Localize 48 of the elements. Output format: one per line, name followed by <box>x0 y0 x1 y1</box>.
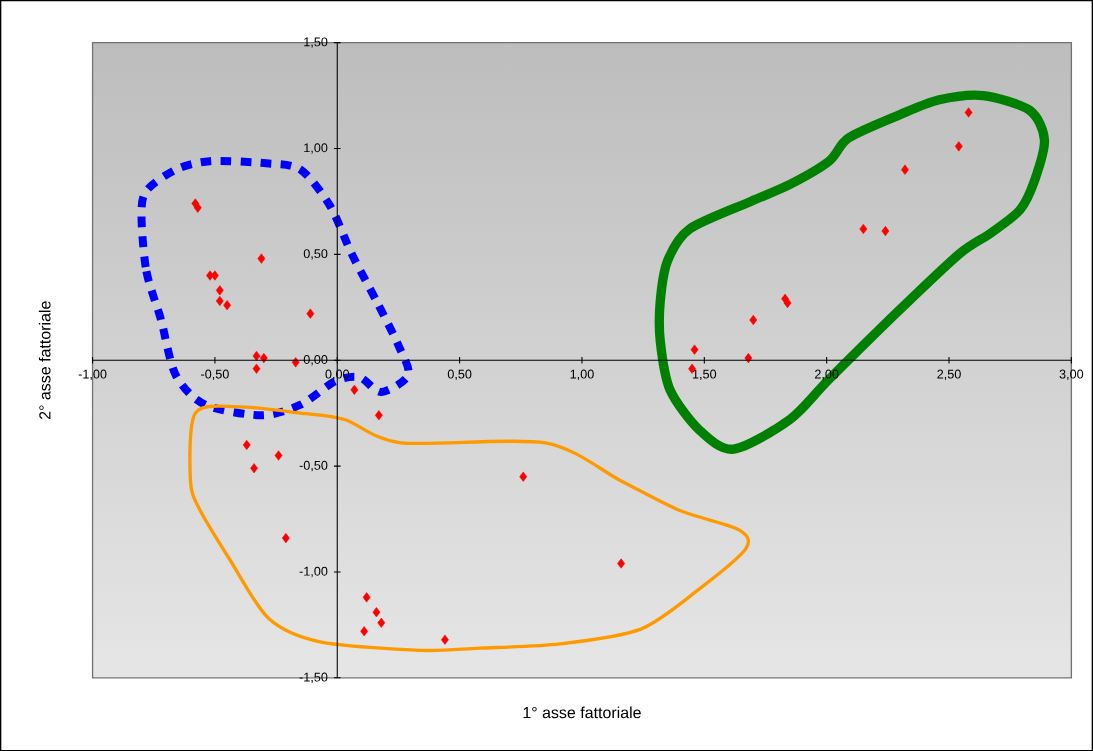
x-tick-label: 3,00 <box>1059 369 1084 380</box>
point <box>282 532 290 543</box>
x-tick-label: -0,50 <box>201 369 229 380</box>
y-tick-label: -1,00 <box>299 566 328 577</box>
point <box>223 299 232 311</box>
point <box>749 314 758 325</box>
point <box>519 471 528 482</box>
point <box>360 625 369 637</box>
point <box>350 384 359 395</box>
point <box>954 141 963 152</box>
point <box>362 592 371 603</box>
point <box>215 285 224 296</box>
x-tick-label: 2,50 <box>937 369 961 380</box>
y-tick-label: 1,50 <box>304 37 328 48</box>
x-tick-label: -1,00 <box>78 369 107 380</box>
y-tick-label: -1,50 <box>299 672 328 683</box>
point <box>375 410 383 421</box>
point <box>690 344 699 355</box>
point <box>259 352 268 363</box>
x-tick-label: 2,00 <box>814 369 839 380</box>
y-tick-label: 1,00 <box>304 143 328 154</box>
x-tick-label: 1,50 <box>692 369 717 380</box>
point <box>291 357 300 368</box>
point <box>744 352 753 363</box>
x-tick-label: 0,50 <box>447 369 472 380</box>
point <box>377 617 386 628</box>
point <box>252 350 261 361</box>
x-tick-label: 1,00 <box>570 369 594 380</box>
point <box>859 223 868 234</box>
point <box>211 270 219 281</box>
point <box>215 295 224 306</box>
point <box>441 634 449 645</box>
y-tick-label: 0,50 <box>303 248 328 260</box>
point <box>274 450 283 461</box>
y-tick-label: -0,50 <box>299 460 328 472</box>
point <box>783 297 792 308</box>
point <box>901 164 909 175</box>
point <box>617 558 625 569</box>
point <box>881 225 890 236</box>
point <box>257 253 266 264</box>
point <box>242 439 251 450</box>
point <box>193 202 202 213</box>
x-axis-title: 1° asse fattoriale <box>523 706 641 719</box>
y-axis-title: 2° asse fattoriale <box>38 301 51 419</box>
point <box>252 363 261 374</box>
point <box>306 308 315 319</box>
point <box>964 107 973 118</box>
point <box>372 606 381 618</box>
